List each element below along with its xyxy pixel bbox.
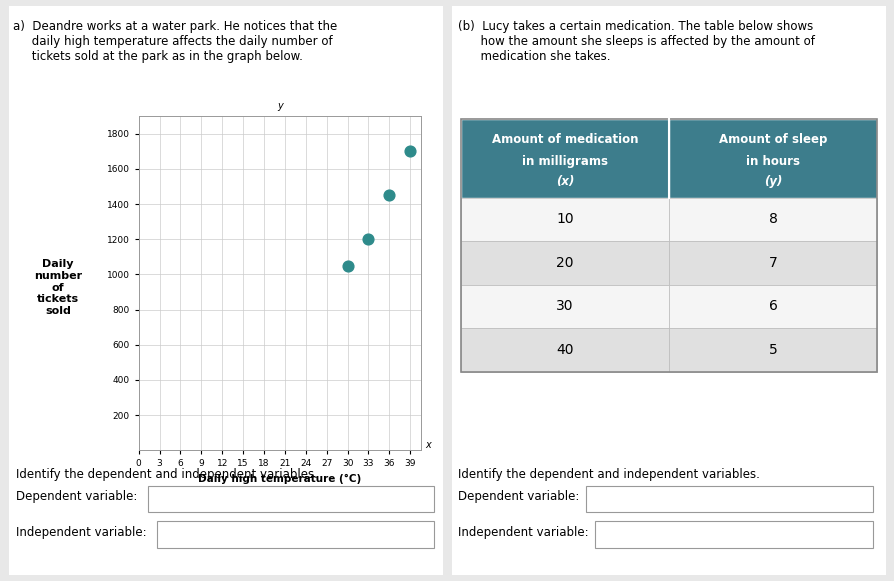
Text: ∨: ∨ [859, 529, 866, 540]
Text: (y): (y) [763, 175, 781, 188]
Text: in milligrams: in milligrams [521, 155, 607, 168]
Point [340, 261, 354, 270]
Text: 8: 8 [768, 212, 777, 227]
Text: Identify the dependent and independent variables.: Identify the dependent and independent v… [458, 468, 759, 480]
Text: Identify the dependent and independent variables.: Identify the dependent and independent v… [16, 468, 317, 480]
Text: 20: 20 [555, 256, 573, 270]
Text: ∨: ∨ [421, 529, 428, 540]
Text: Dependent variable:: Dependent variable: [16, 490, 138, 503]
Text: 5: 5 [768, 343, 777, 357]
Text: (Choose one): (Choose one) [605, 528, 683, 541]
Text: Independent variable:: Independent variable: [16, 526, 147, 539]
Text: Independent variable:: Independent variable: [458, 526, 588, 539]
X-axis label: Daily high temperature (°C): Daily high temperature (°C) [198, 474, 361, 484]
Text: (x): (x) [555, 175, 574, 188]
Text: ∨: ∨ [859, 494, 866, 504]
Text: Dependent variable:: Dependent variable: [458, 490, 579, 503]
Text: 30: 30 [555, 299, 573, 314]
Text: 6: 6 [768, 299, 777, 314]
Text: Daily
number
of
tickets
sold: Daily number of tickets sold [34, 259, 82, 316]
Text: (b)  Lucy takes a certain medication. The table below shows
      how the amount: (b) Lucy takes a certain medication. The… [458, 20, 814, 63]
Text: ∨: ∨ [421, 494, 428, 504]
Text: x: x [425, 440, 430, 450]
Text: 10: 10 [555, 212, 573, 227]
Text: (Choose one): (Choose one) [167, 528, 245, 541]
Point [361, 235, 375, 244]
Text: 7: 7 [768, 256, 777, 270]
Text: in hours: in hours [746, 155, 799, 168]
Text: Amount of medication: Amount of medication [491, 133, 637, 146]
Text: y: y [276, 101, 283, 111]
Point [382, 191, 396, 200]
Point [402, 147, 417, 156]
Text: (Choose one): (Choose one) [158, 493, 236, 505]
Text: (Choose one): (Choose one) [596, 493, 674, 505]
Text: Amount of sleep: Amount of sleep [718, 133, 826, 146]
Text: 40: 40 [555, 343, 573, 357]
Text: a)  Deandre works at a water park. He notices that the
     daily high temperatu: a) Deandre works at a water park. He not… [13, 20, 337, 63]
